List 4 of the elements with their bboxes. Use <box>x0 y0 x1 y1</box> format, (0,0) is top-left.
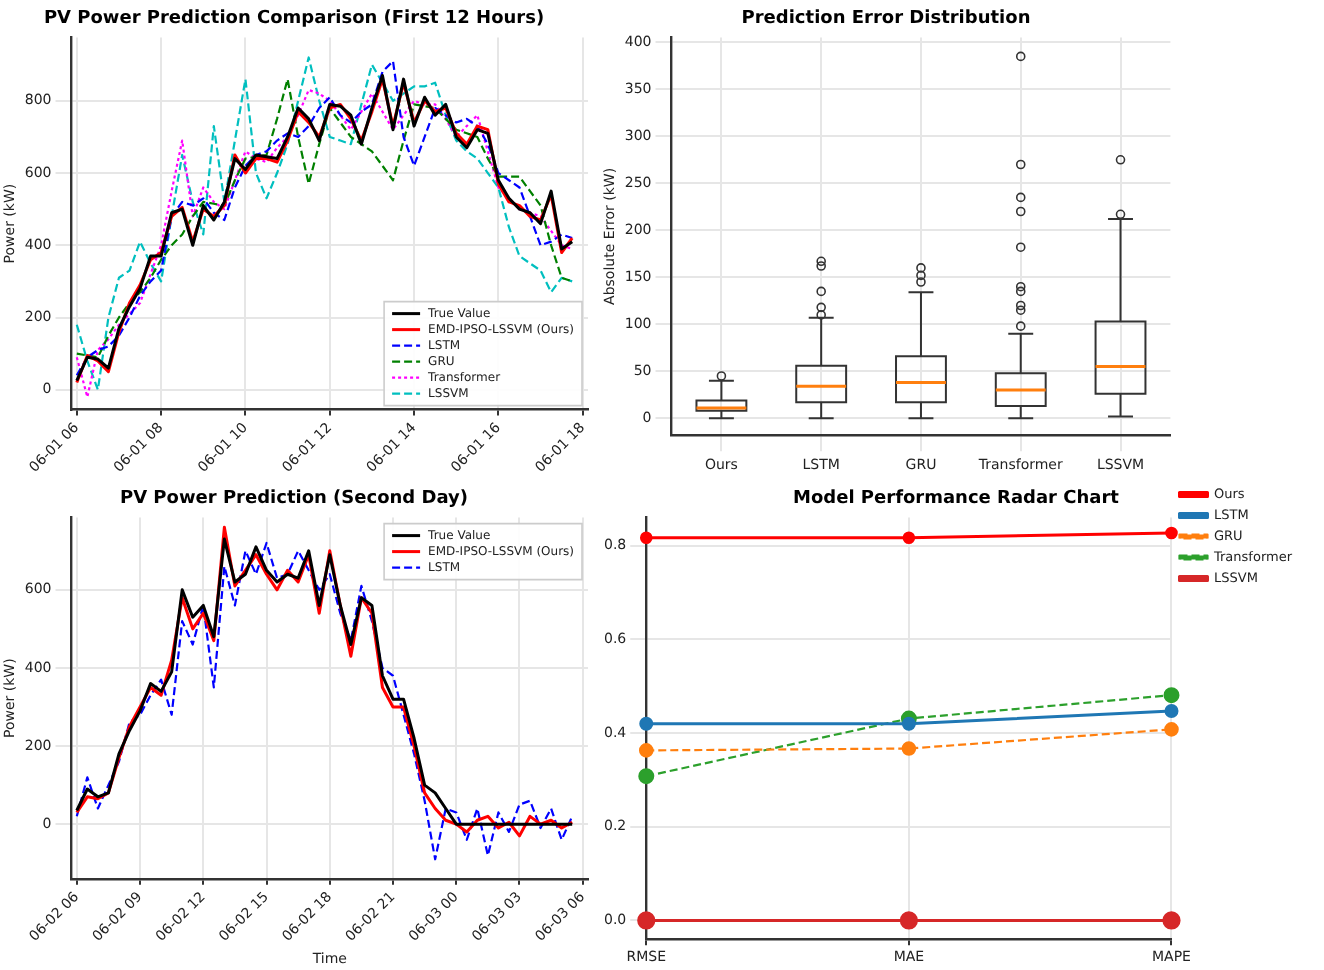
chart-title: Prediction Error Distribution <box>741 9 1031 30</box>
chart-title: PV Power Prediction (Second Day) <box>119 489 469 510</box>
chart-title: PV Power Prediction Comparison (First 12 Hours) <box>43 9 545 30</box>
chart-title: Model Performance Radar Chart <box>793 489 1121 510</box>
